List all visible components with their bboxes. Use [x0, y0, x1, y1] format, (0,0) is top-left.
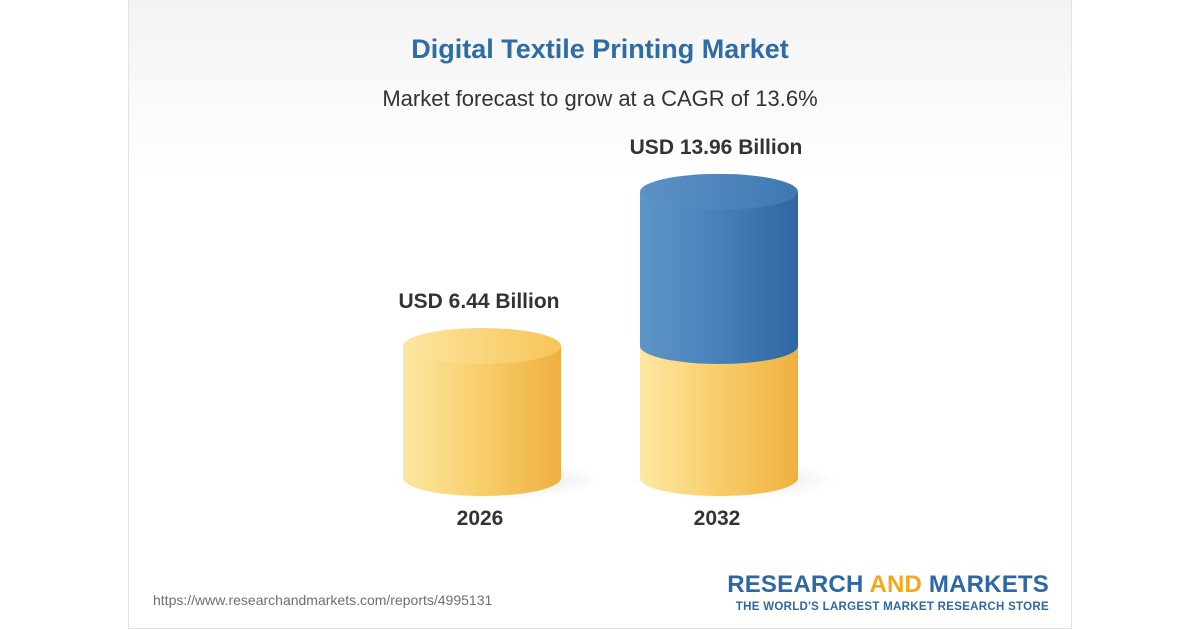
source-url[interactable]: https://www.researchandmarkets.com/repor…: [153, 592, 493, 608]
bar-top: [403, 327, 561, 364]
category-label: 2026: [457, 507, 504, 530]
bar-2032: USD 13.96 Billion 2032: [628, 136, 838, 530]
bar-base-segment: [640, 345, 798, 496]
category-label: 2032: [694, 507, 741, 530]
brand-name-accent: AND: [869, 571, 923, 598]
chart-subtitle: Market forecast to grow at a CAGR of 13.…: [382, 86, 818, 111]
chart-title: Digital Textile Printing Market: [411, 34, 789, 64]
bar-growth-segment: [640, 191, 798, 364]
bar-body: [403, 345, 561, 496]
brand-tagline: THE WORLD'S LARGEST MARKET RESEARCH STOR…: [735, 601, 1049, 613]
brand-name-part1: RESEARCH: [727, 571, 870, 598]
chart-canvas: Digital Textile Printing Market Market f…: [128, 0, 1072, 629]
data-label: USD 6.44 Billion: [398, 290, 559, 313]
bar-2026: USD 6.44 Billion 2026: [391, 290, 601, 530]
bar-chart: USD 6.44 Billion 2026 USD 13.96 Billion 203…: [391, 136, 838, 530]
brand-logo: RESEARCH AND MARKETS THE WORLD'S LARGEST…: [727, 572, 1049, 614]
data-label: USD 13.96 Billion: [630, 136, 803, 159]
brand-name: RESEARCH AND MARKETS: [727, 572, 1049, 598]
brand-name-part3: MARKETS: [922, 571, 1049, 598]
bar-top: [640, 173, 798, 210]
